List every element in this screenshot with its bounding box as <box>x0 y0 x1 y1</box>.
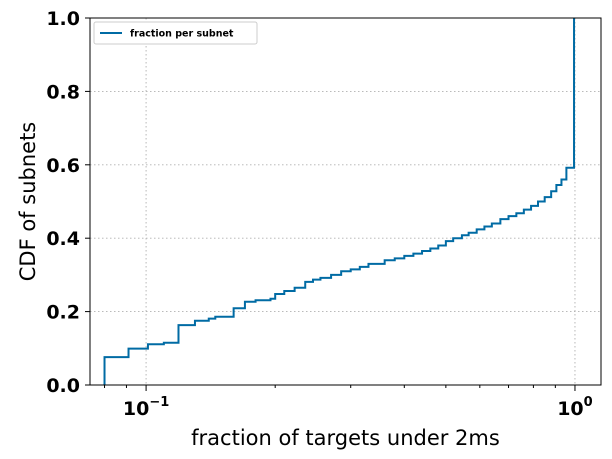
y-tick-label: 1.0 <box>46 8 80 30</box>
y-tick-label: 0.2 <box>46 302 80 324</box>
x-axis-title: fraction of targets under 2ms <box>191 426 500 450</box>
plot-frame <box>89 17 602 386</box>
x-tick-label-base: 10 <box>557 398 583 420</box>
y-tick-label: 0.6 <box>46 155 80 177</box>
x-tick-label-base: 10 <box>123 398 149 420</box>
y-tick-label: 0.4 <box>46 228 80 250</box>
x-tick-label-exponent: 0 <box>584 395 593 410</box>
x-tick-label: 10−1 <box>123 395 169 420</box>
x-tick-label: 100 <box>557 395 593 420</box>
x-tick-label-exponent: −1 <box>149 395 169 410</box>
tick-labels: 0.00.20.40.60.81.010−1 100 <box>46 8 592 420</box>
legend-box <box>93 21 258 45</box>
axis-ticks <box>85 17 576 391</box>
legend-label: fraction per subnet <box>130 29 234 40</box>
legend: fraction per subnet <box>93 21 258 45</box>
y-tick-label: 0.0 <box>46 375 80 397</box>
series-line <box>103 18 576 385</box>
y-axis-title: CDF of subnets <box>16 122 40 282</box>
series-layer <box>103 18 576 385</box>
y-tick-label: 0.8 <box>46 81 80 103</box>
